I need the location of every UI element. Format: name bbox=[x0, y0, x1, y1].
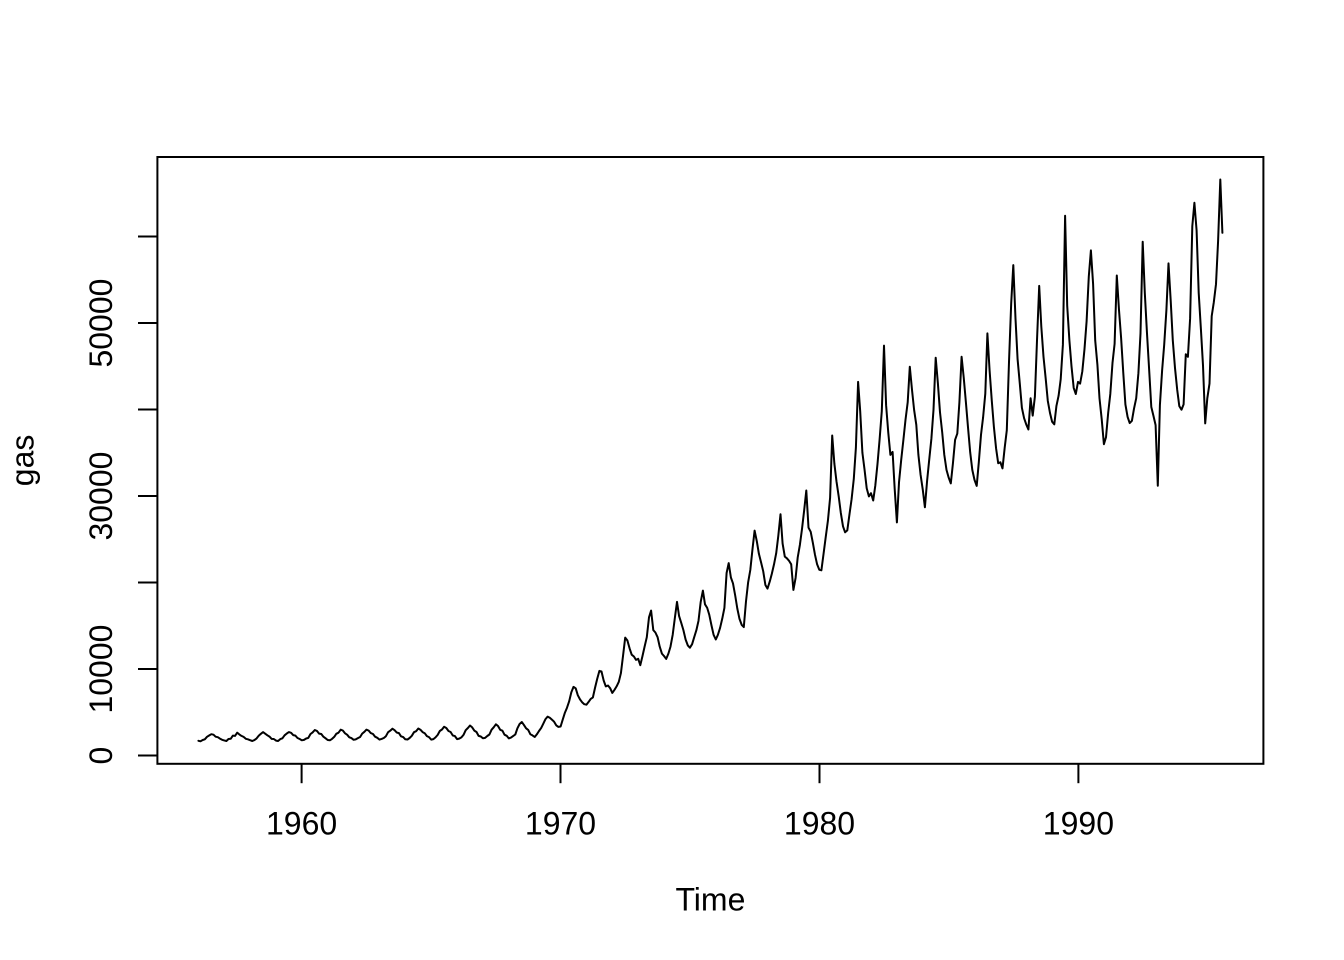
svg-text:10000: 10000 bbox=[83, 625, 119, 714]
svg-text:1980: 1980 bbox=[784, 806, 855, 842]
svg-text:1990: 1990 bbox=[1043, 806, 1114, 842]
svg-text:1970: 1970 bbox=[525, 806, 596, 842]
svg-text:gas: gas bbox=[4, 435, 40, 487]
svg-text:30000: 30000 bbox=[83, 452, 119, 541]
svg-text:Time: Time bbox=[675, 882, 745, 918]
svg-text:0: 0 bbox=[83, 747, 119, 765]
svg-text:50000: 50000 bbox=[83, 279, 119, 368]
svg-text:1960: 1960 bbox=[266, 806, 337, 842]
